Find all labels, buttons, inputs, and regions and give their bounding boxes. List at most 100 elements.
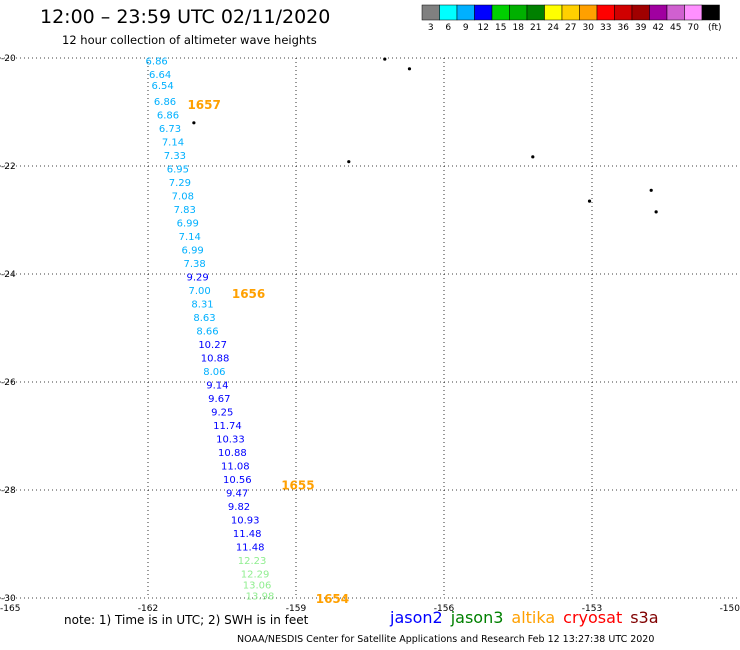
- island-marker: [347, 160, 351, 164]
- satellite-key: jason2 jason3 altika cryosat s3a: [390, 608, 667, 627]
- legend-swatch: [631, 4, 650, 21]
- satellite-name: cryosat: [563, 608, 623, 627]
- legend-swatch: [456, 4, 475, 21]
- wave-height-label: 10.56: [223, 475, 252, 486]
- lat-label: -24: [1, 270, 16, 280]
- legend-label: 30: [583, 23, 595, 33]
- wave-height-label: 9.82: [228, 502, 250, 513]
- island-marker: [531, 155, 535, 159]
- wave-height-label: 9.47: [226, 489, 248, 500]
- wave-height-label: 11.48: [236, 543, 265, 554]
- wave-height-label: 9.67: [208, 394, 230, 405]
- legend-swatch: [561, 4, 580, 21]
- wave-height-label: 9.25: [211, 408, 233, 419]
- island-marker: [407, 67, 412, 71]
- map-title: 12:00 – 23:59 UTC 02/11/2020: [40, 6, 331, 28]
- wave-height-label: 8.31: [191, 300, 213, 311]
- wave-height-label: 6.54: [151, 81, 173, 92]
- wave-height-label: 7.00: [188, 286, 210, 297]
- lat-label: -28: [1, 486, 16, 496]
- wave-height-label: 10.88: [201, 354, 230, 365]
- satellite-name: altika: [511, 608, 556, 627]
- time-label: 1656: [232, 287, 265, 301]
- time-label: 1657: [187, 98, 220, 112]
- map-subtitle: 12 hour collection of altimeter wave hei…: [62, 33, 317, 47]
- wave-height-label: 6.99: [177, 219, 199, 230]
- legend-swatch: [439, 4, 458, 21]
- wave-height-label: 11.74: [213, 421, 242, 432]
- lat-label: -26: [1, 378, 16, 388]
- island-marker: [654, 210, 658, 214]
- legend-label: 27: [565, 23, 576, 33]
- wave-height-label: 6.86: [146, 57, 168, 68]
- wave-height-label: 6.86: [154, 97, 176, 108]
- lon-label: -159: [286, 604, 307, 614]
- wave-height-label: 7.33: [164, 151, 186, 162]
- legend-label: 70: [688, 23, 700, 33]
- legend-label: 6: [445, 23, 451, 33]
- wave-height-label: 10.33: [216, 435, 245, 446]
- legend-label: 39: [635, 23, 647, 33]
- legend-label: 33: [600, 23, 611, 33]
- island-marker: [587, 199, 592, 203]
- legend-swatch: [491, 4, 510, 21]
- legend-swatch: [649, 4, 668, 21]
- satellite-name: jason2: [390, 608, 443, 627]
- legend-swatch: [544, 4, 563, 21]
- wave-height-label: 11.08: [221, 462, 250, 473]
- wave-height-label: 7.83: [174, 205, 196, 216]
- wave-height-label: 6.95: [167, 165, 189, 176]
- lat-label: -30: [1, 594, 16, 604]
- legend-swatch: [666, 4, 685, 21]
- island-marker: [192, 121, 196, 125]
- legend-swatch: [596, 4, 615, 21]
- wave-height-label: 10.93: [231, 516, 260, 527]
- wave-height-label: 8.66: [196, 327, 218, 338]
- legend-label: 36: [618, 23, 630, 33]
- lon-label: -156: [434, 604, 455, 614]
- axis-labels: -165 -162 -159 -156 -153 -150 -20 -22 -24 -26 -28 -…: [0, 54, 740, 614]
- wave-height-label: 13.98: [246, 591, 275, 602]
- wave-height-label: 9.29: [186, 273, 208, 284]
- wave-height-label: 11.48: [233, 529, 262, 540]
- time-label: 1655: [281, 479, 314, 493]
- wave-height-label: 7.08: [172, 192, 194, 203]
- legend-swatch: [579, 4, 598, 21]
- legend-unit: (ft): [708, 23, 722, 33]
- wave-height-label: 6.73: [159, 124, 181, 135]
- legend-label: 45: [670, 23, 681, 33]
- legend-swatch: [509, 4, 528, 21]
- wave-height-label: 10.88: [218, 448, 247, 459]
- legend-swatch: [701, 4, 720, 21]
- wave-height-label: 8.63: [193, 313, 215, 324]
- wave-height-label: 12.23: [238, 556, 267, 567]
- wave-height-label: 7.38: [184, 259, 206, 270]
- island-marker: [649, 188, 653, 192]
- color-legend: 3 6 9 12 15 18 21 24 27 30 33 36 39 42 45 70 (ft): [421, 4, 722, 33]
- lon-label: -153: [582, 604, 602, 614]
- wave-height-label: 6.64: [149, 70, 171, 81]
- footnote: note: 1) Time is in UTC; 2) SWH is in fe…: [64, 613, 309, 627]
- lat-label: -20: [1, 54, 16, 64]
- islands: [192, 57, 658, 214]
- legend-swatch: [474, 4, 493, 21]
- lon-label: -165: [0, 604, 20, 614]
- satellite-track: 6.86 6.646.54 6.86 6.86 6.73 7.14 7.33 6.95 7.29…: [146, 57, 350, 606]
- credit-line: NOAA/NESDIS Center for Satellite Applica…: [237, 634, 655, 645]
- legend-swatch: [421, 4, 440, 21]
- legend-label: 12: [478, 23, 489, 33]
- legend-label: 42: [653, 23, 664, 33]
- wave-height-label: 7.14: [179, 232, 201, 243]
- lat-lon-grid: [0, 57, 740, 599]
- satellite-name: s3a: [630, 608, 659, 627]
- lon-label: -162: [138, 604, 158, 614]
- lat-label: -22: [1, 162, 16, 172]
- legend-label: 9: [463, 23, 469, 33]
- wave-height-label: 8.06: [203, 367, 225, 378]
- legend-label: 24: [548, 23, 560, 33]
- wave-height-label: 7.29: [169, 178, 191, 189]
- time-label: 1654: [316, 592, 349, 606]
- island-marker: [383, 57, 387, 61]
- legend-label: 21: [530, 23, 541, 33]
